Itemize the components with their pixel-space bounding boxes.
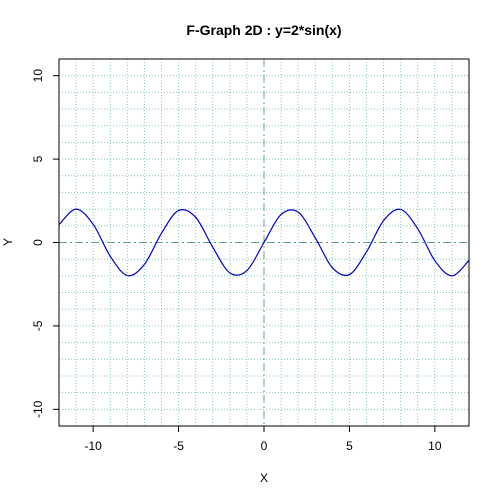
x-axis: -10 -5 0 5 10	[84, 426, 442, 453]
y-tick-label: 0	[31, 239, 45, 246]
y-tick-label: -5	[31, 320, 45, 331]
x-tick-label: 0	[261, 439, 268, 453]
series-line	[58, 208, 470, 277]
y-axis: -10 -5 0 5 10	[31, 69, 59, 418]
x-tick-label: 5	[346, 439, 353, 453]
series-layer	[58, 208, 470, 277]
x-tick-label: -10	[84, 439, 102, 453]
y-tick-label: 10	[31, 69, 45, 83]
y-tick-label: 5	[31, 155, 45, 162]
y-axis-label: Y	[1, 238, 15, 246]
x-axis-label: X	[260, 471, 268, 485]
x-tick-label: -5	[173, 439, 184, 453]
y-tick-label: -10	[31, 400, 45, 418]
chart-title: F-Graph 2D : y=2*sin(x)	[186, 22, 341, 38]
x-tick-label: 10	[428, 439, 442, 453]
